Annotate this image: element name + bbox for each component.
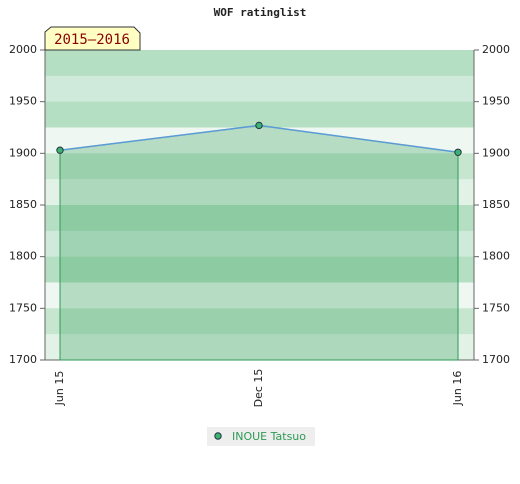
plot-band [45,230,474,258]
area [59,124,459,361]
chart-title: WOF ratinglist [214,6,307,19]
y2-tick-label: 1850 [482,198,510,211]
legend-label: INOUE Tatsuo [232,430,306,443]
y-tick-label: 1950 [9,95,37,108]
point [454,148,462,157]
plot-band [45,205,474,232]
y2-tick-label: 2000 [482,43,510,56]
legend-box [207,427,315,446]
point [56,146,64,154]
plot-band [45,50,474,77]
annotation: 2015–2016 [54,32,130,48]
y-tick-label: 1700 [9,353,37,366]
plot-band [45,308,474,335]
y-tick-label: 1800 [9,250,37,263]
x-tick-label: Jun 15 [53,371,66,407]
y2-tick-label: 1700 [482,353,510,366]
y2-tick-label: 1900 [482,146,510,159]
y-tick-label: 1900 [9,146,37,159]
plot-band [45,282,474,309]
x-tick-label: Jun 16 [451,371,464,407]
plot-band [45,179,474,206]
plot-band [45,127,474,154]
y-tick-label: 1750 [9,301,37,314]
point [255,121,263,130]
y2-tick-label: 1950 [482,95,510,108]
y2-tick-label: 1750 [482,301,510,314]
plot-band [45,256,474,283]
legend-marker [214,432,222,440]
y-tick-label: 1850 [9,198,37,211]
y2-tick-label: 1800 [482,250,510,263]
plot-band [45,334,474,361]
y-tick-label: 2000 [9,43,37,56]
x-tick-label: Dec 15 [252,369,265,408]
plot-band [45,153,474,180]
annotation-box [44,26,141,51]
plot-band [45,75,474,103]
